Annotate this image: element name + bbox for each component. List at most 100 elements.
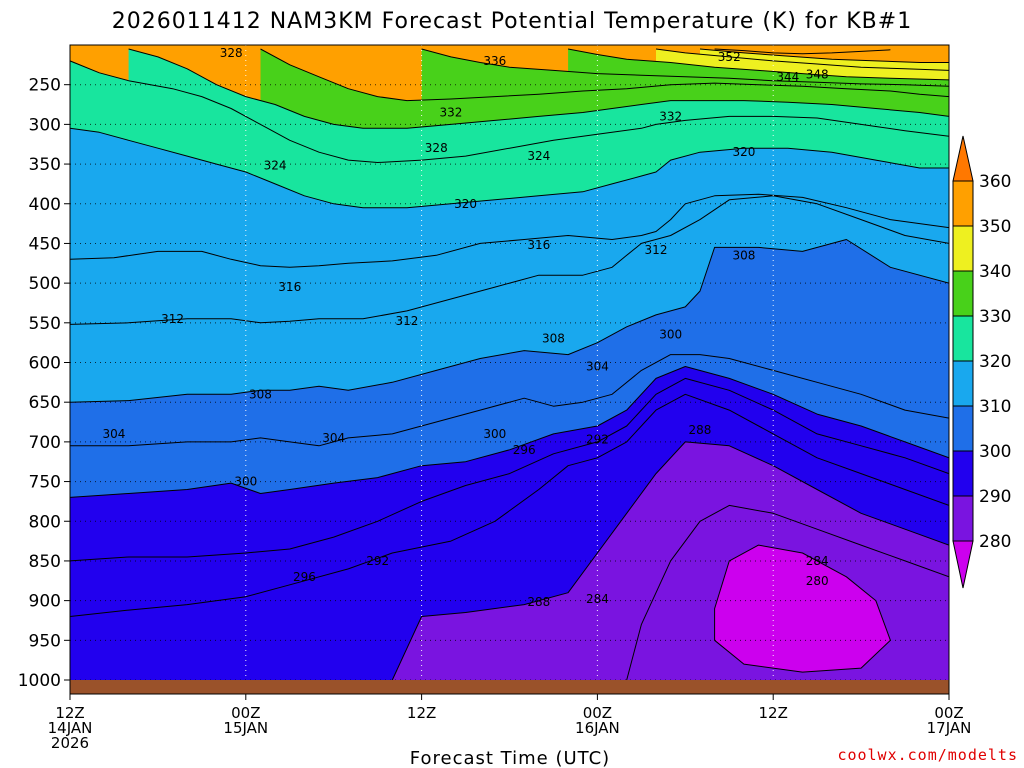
- contour-label: 312: [161, 312, 184, 326]
- isentrope-324: [70, 60, 949, 163]
- contour-labels: 328 336 352 344 348 332 332 328 324 324 320 320 316 3…: [102, 46, 828, 609]
- contour-label: 308: [732, 248, 755, 262]
- isentrope-336: [421, 48, 949, 87]
- x-tick-label: 12Z: [407, 704, 436, 722]
- contour-label: 320: [732, 145, 755, 159]
- colorbar-box: [952, 270, 974, 317]
- isentrope-contours: [70, 48, 949, 680]
- contour-label: 304: [102, 427, 125, 441]
- isentrope-348: [699, 48, 949, 63]
- colorbar-box: [952, 405, 974, 452]
- y-tick-label: 250: [29, 76, 61, 96]
- contour-label: 288: [688, 423, 711, 437]
- colorbar-label: 320: [979, 352, 1011, 372]
- y-tick-label: 550: [29, 314, 61, 334]
- contour-label: 324: [527, 149, 550, 163]
- x-tick-label: 16JAN: [575, 719, 620, 737]
- colorbar-box: [952, 225, 974, 272]
- y-tick-label: 800: [29, 512, 61, 532]
- x-tick-label: 00Z: [231, 704, 260, 722]
- isentrope-304: [70, 354, 949, 447]
- colorbar-label: 300: [979, 442, 1011, 462]
- colorbar-box: [952, 180, 974, 227]
- plot-frame: [69, 44, 950, 695]
- y-tick-label: 700: [29, 433, 61, 453]
- colorbar-box: [952, 315, 974, 362]
- y-tick-label: 300: [29, 115, 61, 135]
- isentrope-296: [70, 377, 949, 562]
- contour-label: 308: [542, 332, 565, 346]
- y-tick-label: 600: [29, 354, 61, 374]
- contour-label: 320: [454, 197, 477, 211]
- contour-label: 316: [278, 280, 301, 294]
- x-tick-label: 00Z: [583, 704, 612, 722]
- isentrope-352: [714, 48, 891, 55]
- x-tick-label: 00Z: [934, 704, 963, 722]
- isentrope-344: [655, 48, 949, 71]
- y-tick-label: 950: [29, 631, 61, 651]
- colorbar-label: 290: [979, 487, 1011, 507]
- contour-label: 284: [586, 592, 609, 606]
- colorbar-bottom-triangle: [952, 540, 974, 589]
- contour-label: 344: [776, 70, 799, 84]
- contour-label: 336: [483, 54, 506, 68]
- contour-label: 324: [264, 159, 287, 173]
- y-tick-label: 350: [29, 155, 61, 175]
- colorbar: 360 350 340 330 320 310 300 290 280: [952, 135, 1011, 589]
- colorbar-label: 280: [979, 532, 1011, 552]
- colorbar-box: [952, 495, 974, 542]
- y-tick-label: 1000: [18, 671, 61, 691]
- y-tick-label: 500: [29, 274, 61, 294]
- plot-area: 328 336 352 344 348 332 332 328 324 324 320 320 316 3…: [69, 44, 950, 695]
- isentrope-340: [568, 48, 949, 81]
- contour-label: 292: [366, 554, 389, 568]
- x-tick-label: 14JAN: [48, 719, 93, 737]
- chart-title: 2026011412 NAM3KM Forecast Potential Tem…: [112, 9, 912, 34]
- x-tick-label: 15JAN: [223, 719, 268, 737]
- colorbar-box: [952, 360, 974, 407]
- contour-label: 296: [513, 443, 536, 457]
- isentrope-308: [70, 239, 949, 403]
- y-tick-label: 750: [29, 473, 61, 493]
- contour-label: 300: [659, 328, 682, 342]
- contour-label: 308: [249, 387, 272, 401]
- y-tick-label: 900: [29, 592, 61, 612]
- contour-label: 300: [483, 427, 506, 441]
- y-tick-label: 650: [29, 393, 61, 413]
- contour-label: 292: [586, 432, 609, 446]
- x-tick-label: 12Z: [759, 704, 788, 722]
- contour-label: 332: [439, 105, 462, 119]
- isentrope-280: [714, 544, 891, 673]
- ground-surface: [70, 680, 949, 694]
- contour-label: 284: [806, 554, 829, 568]
- isentrope-320: [70, 127, 949, 209]
- contour-label: 348: [806, 67, 829, 81]
- x-tick-label: 2026: [51, 734, 89, 752]
- contour-label: 316: [527, 238, 550, 252]
- isentrope-316: [70, 193, 949, 268]
- contour-label: 304: [322, 431, 345, 445]
- x-tick-label: 12Z: [55, 704, 84, 722]
- contour-label: 328: [220, 46, 243, 60]
- isentrope-312: [70, 195, 949, 325]
- contour-label: 304: [586, 359, 609, 373]
- x-tick-label: 17JAN: [927, 719, 972, 737]
- y-tick-label: 400: [29, 195, 61, 215]
- isentrope-288: [391, 441, 949, 680]
- contour-label: 312: [645, 243, 668, 257]
- theta-fill-bands: [70, 49, 949, 680]
- y-axis: 250 300 350 400 450 500 550 600 650 700 750 800 850 9…: [18, 76, 70, 691]
- isentrope-300: [70, 366, 949, 498]
- contour-label: 352: [718, 50, 741, 64]
- y-tick-label: 450: [29, 234, 61, 254]
- colorbar-label: 350: [979, 217, 1011, 237]
- colorbar-label: 340: [979, 262, 1011, 282]
- isentrope-284: [626, 504, 949, 680]
- contour-label: 296: [293, 570, 316, 584]
- contour-label: 328: [425, 141, 448, 155]
- colorbar-top-triangle: [952, 135, 974, 182]
- contour-label: 300: [234, 475, 257, 489]
- isentrope-328: [128, 48, 949, 129]
